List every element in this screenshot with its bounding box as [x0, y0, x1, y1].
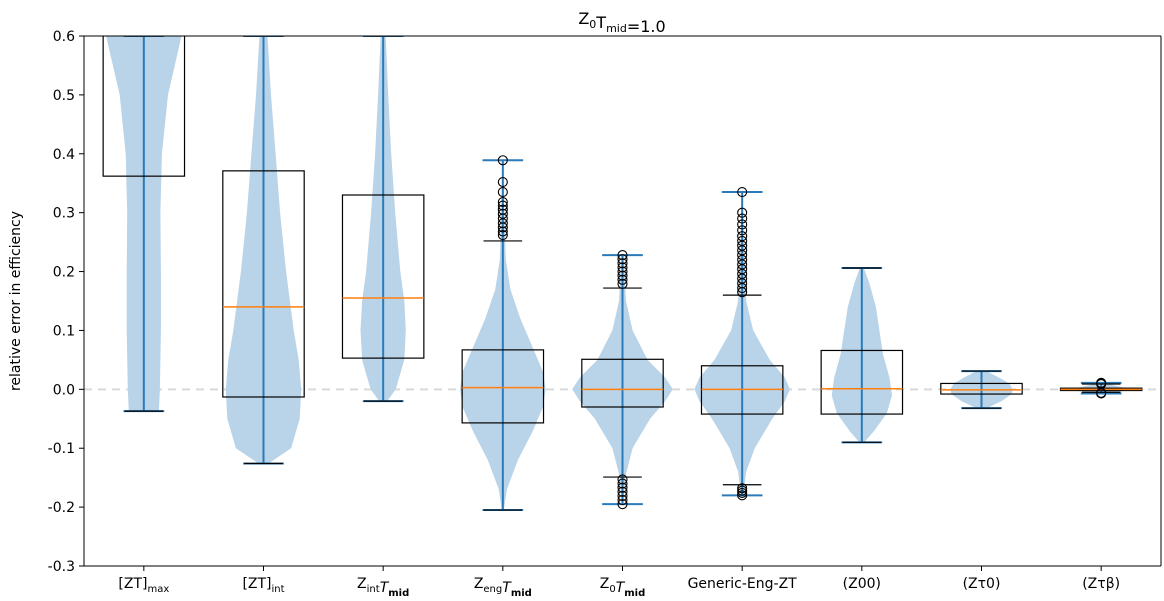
series-group-5	[694, 187, 790, 501]
outlier-point	[617, 490, 628, 501]
outlier-point	[497, 187, 508, 198]
outlier-point	[617, 478, 628, 489]
y-axis-label: relative error in efficiency	[8, 211, 24, 391]
outlier-point	[737, 219, 748, 230]
series-group-0	[102, 36, 186, 413]
outlier-point	[617, 250, 628, 261]
outlier-point	[617, 254, 628, 265]
x-tick-label: [ZT]int	[242, 576, 284, 595]
outlier-point	[1096, 377, 1107, 388]
y-tick-label: 0.4	[53, 147, 75, 163]
series-group-2	[341, 36, 425, 403]
outlier-point	[497, 226, 508, 237]
outlier-point	[737, 487, 748, 499]
series-group-6	[820, 267, 904, 444]
box-iqr	[341, 194, 425, 359]
box-iqr	[102, 36, 186, 177]
outlier-point	[497, 229, 508, 241]
series-group-3	[460, 155, 546, 512]
box-iqr	[940, 382, 1023, 395]
outlier-point	[617, 274, 628, 285]
y-tick-label: 0.5	[53, 88, 75, 104]
outlier-point	[617, 499, 628, 510]
x-tick-label: [ZT]max	[118, 576, 169, 595]
series-group-7	[940, 370, 1023, 410]
series-group-1	[222, 36, 305, 465]
outlier-point	[617, 262, 628, 273]
box-iqr	[581, 358, 664, 408]
series-group-4	[572, 250, 673, 510]
outlier-point	[737, 485, 748, 496]
box-iqr	[461, 349, 545, 424]
y-tick-label: 0.3	[53, 206, 75, 222]
y-tick-label: 0.6	[53, 29, 75, 45]
box-iqr	[222, 170, 305, 398]
outlier-point	[617, 494, 628, 506]
outlier-point	[617, 266, 628, 277]
chart-title: Z0Tmid=1.0	[578, 9, 665, 36]
outlier-point	[497, 176, 508, 188]
outlier-point	[737, 490, 748, 501]
outlier-point	[497, 204, 508, 215]
outlier-point	[617, 258, 628, 269]
outlier-point	[737, 235, 748, 246]
plot-area	[84, 36, 1161, 512]
outlier-point	[737, 231, 748, 242]
x-tick-label: (Zτ0)	[963, 576, 1001, 592]
x-tick-label: Z0Tmid	[600, 576, 646, 599]
y-tick-label: -0.1	[48, 441, 75, 457]
y-tick-label: 0.0	[53, 382, 75, 398]
outlier-point	[737, 207, 748, 218]
axes: -0.3 -0.2 -0.1 0.0 0.1 0.2 0.3 0.4 0.5 0.6 [ZT]max…	[48, 29, 1162, 599]
outlier-point	[617, 486, 628, 497]
y-tick-label: -0.3	[48, 559, 75, 575]
outlier-point	[737, 225, 748, 236]
y-tick-label: 0.1	[53, 323, 75, 339]
series-group-8	[1059, 377, 1143, 399]
outlier-point	[497, 155, 508, 166]
outlier-point	[737, 187, 748, 198]
outlier-point	[497, 200, 508, 211]
y-tick-label: 0.2	[53, 265, 75, 281]
outlier-point	[617, 278, 628, 289]
x-tick-label: Generic-Eng-ZT	[688, 576, 798, 592]
y-tick-label: -0.2	[48, 500, 75, 516]
outlier-point	[617, 270, 628, 281]
x-tick-label: ZintTmid	[357, 576, 409, 599]
outlier-point	[617, 482, 628, 493]
x-tick-label: (Zτβ)	[1082, 576, 1120, 592]
outlier-point	[617, 474, 628, 485]
outlier-point	[497, 208, 508, 219]
x-tick-label: ZengTmid	[474, 576, 532, 599]
outlier-point	[497, 197, 508, 208]
x-tick-label: (Z00)	[843, 576, 881, 592]
outlier-point	[737, 483, 748, 494]
box-iqr	[820, 349, 904, 415]
outlier-point	[737, 213, 748, 224]
